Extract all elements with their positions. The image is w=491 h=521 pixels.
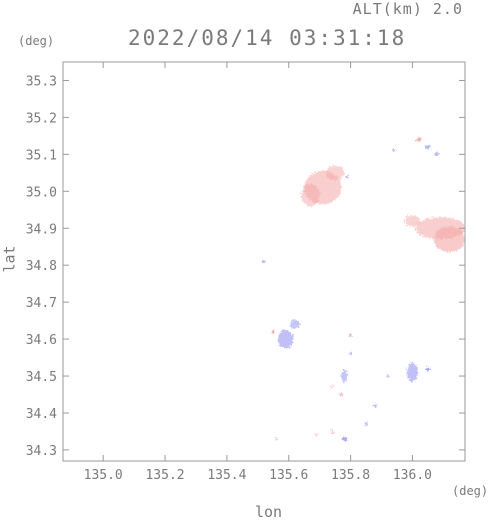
echo-region-negative (341, 436, 348, 442)
x-tick-label: 136.0 (393, 468, 432, 483)
echo-region-positive (271, 330, 275, 334)
echo-region-positive (434, 226, 465, 253)
altitude-label: ALT(km) 2.0 (352, 0, 463, 18)
echo-region-negative (262, 260, 266, 263)
echo-region-positive (416, 137, 422, 142)
y-axis-ticks: 34.3 34.4 34.5 34.6 34.7 34.8 34.9 35.0 35.1 35.2… (26, 74, 465, 459)
x-tick-label: 135.2 (145, 468, 184, 483)
echo-region-negative (373, 403, 377, 408)
x-axis-label: lon (255, 503, 283, 521)
echo-region-positive (404, 215, 421, 227)
echo-region-positive (315, 433, 319, 437)
echo-region-negative (277, 329, 294, 349)
echo-region-positive (349, 333, 353, 338)
timestamp-title: 2022/08/14 03:31:18 (128, 26, 407, 50)
y-tick-label: 34.3 (26, 444, 57, 459)
echo-region-positive (330, 429, 334, 433)
echo-region-negative (274, 437, 278, 441)
y-tick-label: 34.9 (26, 222, 57, 237)
echo-region-negative (345, 175, 349, 179)
echo-region-negative (434, 152, 440, 157)
x-axis-unit: (deg) (452, 484, 489, 498)
x-tick-label: 135.8 (331, 468, 370, 483)
echo-region-negative (386, 374, 390, 378)
echo-region-negative (290, 319, 300, 329)
y-tick-label: 34.5 (26, 370, 57, 385)
echo-region-negative (341, 369, 348, 383)
echo-region-negative (364, 422, 368, 426)
x-tick-label: 135.0 (84, 468, 123, 483)
plot-frame (62, 61, 466, 462)
y-axis-unit: (deg) (18, 34, 55, 48)
echo-region-positive (301, 183, 320, 207)
y-tick-label: 34.4 (26, 407, 57, 422)
echo-region-positive (325, 165, 345, 181)
y-tick-label: 35.1 (26, 148, 57, 163)
echo-region-negative (392, 149, 396, 153)
y-tick-label: 35.2 (26, 111, 57, 126)
echo-region-negative (406, 363, 418, 382)
echo-region-negative (426, 366, 430, 371)
echo-region-negative (424, 145, 431, 149)
y-tick-label: 34.6 (26, 333, 57, 348)
y-tick-label: 34.8 (26, 259, 57, 274)
x-axis-ticks: 135.0 135.2 135.4 135.6 135.8 136.0 (84, 62, 432, 483)
echo-regions (262, 137, 465, 442)
x-tick-label: 135.6 (269, 468, 308, 483)
echo-region-positive (330, 385, 334, 389)
echo-region-positive (339, 392, 344, 397)
y-tick-label: 35.0 (26, 185, 57, 200)
y-tick-label: 35.3 (26, 74, 57, 89)
echo-region-negative (349, 352, 353, 356)
x-tick-label: 135.4 (207, 468, 246, 483)
y-tick-label: 34.7 (26, 296, 57, 311)
